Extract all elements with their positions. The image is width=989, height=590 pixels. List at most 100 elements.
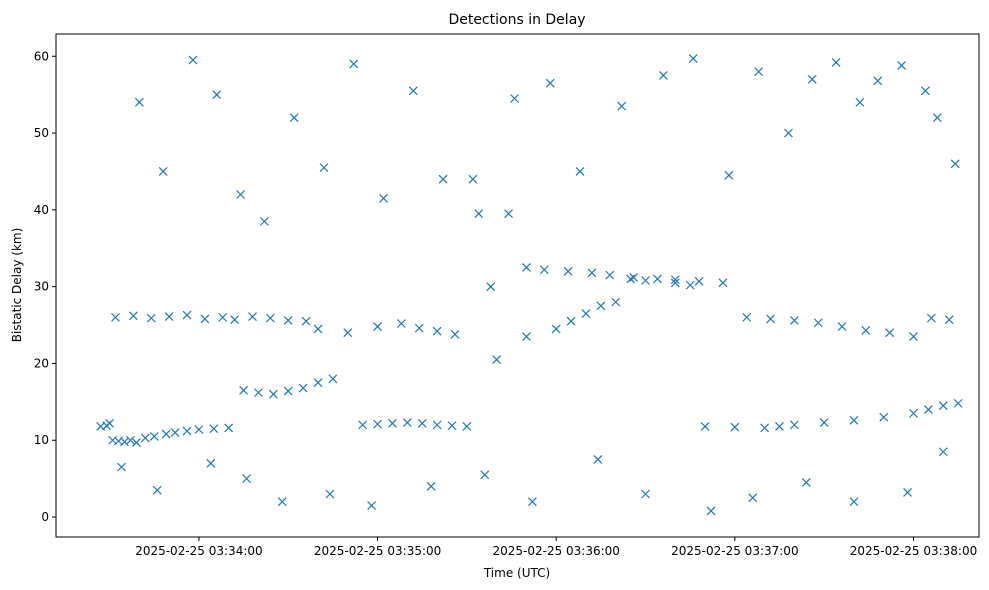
data-point [111, 312, 120, 322]
data-point [944, 315, 954, 325]
data-point [873, 76, 883, 86]
axes-frame [55, 33, 980, 538]
data-point [128, 311, 138, 321]
data-point [510, 94, 519, 103]
data-point [242, 474, 251, 484]
data-point [861, 325, 871, 335]
data-point [212, 90, 222, 100]
data-point [831, 57, 841, 67]
data-point [658, 71, 668, 80]
data-point [474, 209, 484, 219]
y-tick-label: 40 [34, 203, 49, 217]
data-point [522, 263, 531, 272]
data-point [700, 421, 710, 431]
x-tick-label: 2025-02-25 03:34:00 [135, 544, 262, 558]
data-point [432, 420, 442, 430]
y-tick-label: 50 [34, 126, 49, 140]
data-point [224, 423, 234, 433]
data-point [117, 462, 126, 472]
data-point [596, 301, 606, 311]
data-point [480, 470, 490, 480]
data-point [760, 423, 770, 433]
data-point [754, 67, 764, 77]
data-point [563, 266, 573, 276]
data-point [587, 268, 597, 278]
data-point [742, 312, 752, 322]
data-point [629, 273, 639, 282]
data-point [611, 297, 621, 307]
y-tick-label: 10 [34, 433, 49, 447]
x-tick-label: 2025-02-25 03:37:00 [671, 544, 798, 558]
data-point [289, 113, 299, 123]
data-point [194, 425, 204, 434]
data-point [206, 458, 216, 468]
data-point [259, 216, 269, 226]
data-point [319, 163, 329, 173]
data-point [149, 431, 159, 441]
data-point [134, 97, 144, 107]
data-point [450, 329, 460, 339]
data-point [283, 316, 293, 325]
data-point [775, 421, 784, 431]
data-point [885, 328, 895, 338]
data-point [254, 388, 263, 398]
data-point [685, 280, 695, 290]
data-point [688, 54, 698, 63]
y-axis-label: Bistatic Delay (km) [10, 228, 24, 343]
y-tick-label: 30 [34, 280, 49, 294]
data-point [248, 312, 257, 322]
data-point [230, 315, 240, 325]
data-point [396, 319, 406, 328]
data-point [748, 493, 758, 503]
data-point [819, 418, 829, 428]
data-point [152, 485, 162, 495]
data-point [539, 265, 549, 275]
data-point [938, 401, 948, 411]
y-tick-label: 60 [34, 49, 49, 63]
data-point [126, 435, 135, 445]
data-point [504, 209, 513, 219]
data-point [161, 429, 171, 439]
data-point [328, 374, 338, 384]
data-point [313, 324, 323, 334]
data-point [438, 174, 448, 184]
data-point [158, 167, 168, 176]
data-point [188, 55, 198, 65]
data-point [551, 324, 561, 334]
data-point [718, 278, 728, 288]
data-point [373, 322, 382, 332]
data-point [313, 378, 323, 388]
data-point [670, 278, 680, 288]
data-point [837, 322, 847, 332]
data-point [373, 419, 382, 429]
y-tick-label: 0 [41, 510, 49, 524]
data-point [730, 422, 740, 432]
data-point [120, 437, 129, 447]
data-point [146, 313, 156, 323]
data-point [164, 312, 174, 322]
data-point [641, 276, 650, 285]
data-point [581, 309, 591, 318]
data-point [105, 418, 115, 428]
data-point [813, 318, 823, 328]
data-point [617, 101, 627, 111]
data-point [932, 113, 942, 123]
data-point [706, 506, 716, 516]
data-point [492, 355, 502, 365]
data-point [301, 316, 311, 326]
data-point [140, 433, 150, 443]
data-point [432, 326, 442, 336]
data-point [367, 501, 377, 510]
data-point [849, 497, 859, 507]
x-tick-label: 2025-02-25 03:35:00 [314, 544, 441, 558]
data-point [938, 447, 948, 457]
data-point [283, 386, 293, 396]
data-point [182, 310, 192, 320]
data-point [653, 274, 662, 284]
data-point [909, 332, 918, 341]
data-point [670, 275, 680, 285]
data-point [879, 412, 889, 422]
data-point [566, 316, 576, 326]
x-tick-label: 2025-02-25 03:38:00 [850, 544, 977, 558]
data-point [605, 270, 615, 280]
